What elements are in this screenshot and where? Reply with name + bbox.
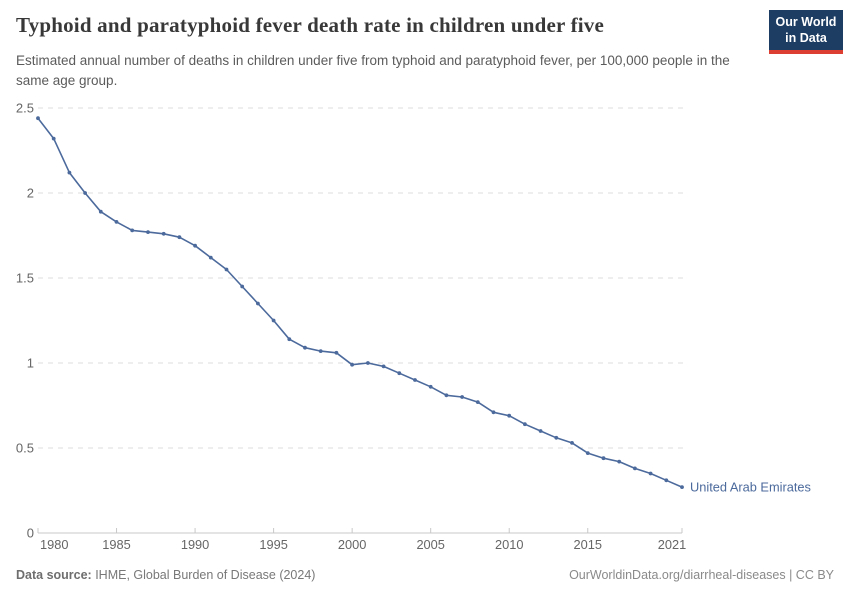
- data-point: [36, 116, 40, 121]
- data-point: [460, 395, 464, 399]
- y-tick-label: 1: [27, 356, 34, 371]
- data-point: [523, 422, 527, 427]
- data-point: [585, 451, 590, 455]
- x-tick-label: 1980: [40, 537, 68, 552]
- data-point: [193, 243, 198, 248]
- data-point: [601, 456, 606, 461]
- data-point: [397, 371, 402, 376]
- data-point: [303, 345, 307, 350]
- x-tick-label: 2005: [416, 537, 444, 552]
- data-point: [633, 466, 637, 471]
- data-point: [381, 364, 386, 369]
- x-tick-label: 1995: [259, 537, 287, 552]
- x-tick-label: 2000: [338, 537, 366, 552]
- x-tick-label: 1985: [102, 537, 130, 552]
- data-point: [444, 393, 449, 398]
- data-point: [114, 220, 119, 224]
- data-source-note: Data source: IHME, Global Burden of Dise…: [16, 568, 315, 582]
- data-point: [680, 485, 684, 489]
- credit-link[interactable]: OurWorldinData.org/diarrheal-diseases | …: [569, 568, 834, 582]
- data-point: [554, 435, 559, 440]
- x-tick-label: 1990: [181, 537, 209, 552]
- data-point: [413, 378, 417, 382]
- data-point: [334, 350, 339, 355]
- data-point: [538, 429, 543, 433]
- data-point: [51, 136, 56, 141]
- data-source-label: Data source:: [16, 568, 92, 582]
- data-source-value: IHME, Global Burden of Disease (2024): [91, 568, 316, 582]
- data-point: [366, 361, 370, 365]
- data-point: [240, 284, 245, 289]
- owid-logo-line1: Our World: [775, 15, 837, 29]
- y-tick-label: 1.5: [16, 271, 34, 286]
- y-tick-label: 0: [27, 526, 34, 541]
- series-label: United Arab Emirates: [690, 480, 811, 495]
- data-point: [648, 471, 653, 476]
- owid-logo-line2: in Data: [785, 30, 827, 45]
- data-point: [428, 384, 433, 389]
- chart-subtitle: Estimated annual number of deaths in chi…: [16, 53, 730, 88]
- data-point: [664, 478, 669, 483]
- data-point: [146, 230, 150, 235]
- data-point: [130, 228, 135, 233]
- y-tick-label: 2.5: [16, 101, 34, 116]
- data-point: [507, 413, 512, 418]
- data-point: [271, 318, 276, 323]
- y-tick-label: 2: [27, 186, 34, 201]
- x-tick-label: 2010: [495, 537, 523, 552]
- data-point: [617, 459, 622, 464]
- y-tick-label: 0.5: [16, 441, 34, 456]
- data-point: [570, 441, 574, 445]
- x-tick-label: 2021: [658, 537, 686, 552]
- data-point: [208, 255, 213, 260]
- data-line: [37, 117, 683, 488]
- data-point: [318, 349, 323, 353]
- page-title: Typhoid and paratyphoid fever death rate…: [16, 13, 605, 37]
- data-point: [224, 267, 229, 272]
- data-point: [475, 400, 480, 404]
- data-point: [350, 362, 354, 367]
- data-point: [161, 231, 166, 236]
- data-point: [256, 301, 260, 306]
- data-point: [98, 209, 103, 214]
- x-tick-label: 2015: [574, 537, 602, 552]
- data-point: [67, 170, 72, 175]
- data-point: [287, 337, 292, 342]
- owid-logo: Our World in Data: [769, 10, 843, 55]
- data-point: [491, 410, 496, 415]
- data-point: [83, 191, 87, 195]
- data-point: [177, 235, 182, 240]
